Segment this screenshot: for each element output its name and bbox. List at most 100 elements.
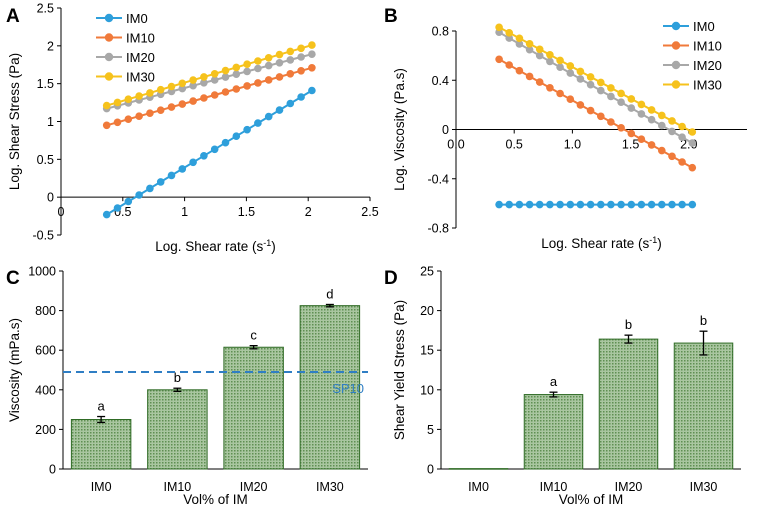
data-point-im0	[210, 145, 219, 154]
data-point-im20	[678, 133, 686, 141]
data-point-im10	[556, 89, 564, 98]
y-tick-label: 10	[420, 383, 434, 397]
data-point-im0	[102, 210, 111, 219]
data-point-im30	[221, 66, 230, 75]
data-point-im10	[297, 67, 305, 75]
data-point-im30	[607, 84, 615, 92]
x-tick-label: 1.5	[622, 138, 639, 152]
panel-b-letter: B	[384, 6, 398, 27]
x-tick-label: 0.0	[447, 138, 464, 152]
data-point-im0	[678, 200, 686, 209]
data-point-im10	[586, 106, 595, 115]
data-point-im30	[678, 122, 686, 131]
data-point-im30	[647, 106, 656, 114]
data-point-im0	[178, 165, 187, 173]
data-point-im20	[576, 75, 585, 83]
data-point-im10	[113, 118, 122, 127]
legend-label-im20: IM20	[693, 58, 722, 73]
data-point-im0	[135, 191, 143, 199]
data-point-im10	[495, 55, 503, 64]
data-point-im0	[286, 99, 295, 108]
significance-letter: a	[550, 374, 558, 389]
data-point-im0	[607, 200, 615, 209]
data-point-im30	[637, 100, 646, 109]
data-point-im10	[535, 78, 544, 86]
y-tick-label: -0.4	[427, 172, 449, 186]
y-tick-label: 0.5	[37, 153, 54, 167]
data-point-im0	[535, 200, 544, 209]
data-point-im10	[515, 66, 524, 75]
data-point-im0	[495, 200, 503, 209]
data-point-im10	[146, 109, 154, 117]
data-point-im0	[627, 200, 636, 209]
x-tick-label: IM10	[163, 480, 191, 494]
data-point-im20	[525, 45, 534, 54]
data-point-im10	[647, 141, 656, 149]
y-tick-label: -0.8	[427, 222, 449, 236]
y-tick-label: 2	[47, 39, 54, 53]
x-tick-label: 1.0	[564, 138, 581, 152]
data-point-im20	[178, 84, 187, 93]
data-point-im10	[308, 64, 316, 72]
data-point-im10	[617, 124, 625, 132]
x-tick-label: IM20	[615, 480, 643, 494]
legend-label-im30: IM30	[126, 70, 155, 85]
data-point-im10	[627, 129, 636, 138]
data-point-im0	[647, 200, 656, 209]
panel-d-letter: D	[384, 268, 398, 289]
data-point-im10	[124, 115, 133, 123]
data-point-im30	[627, 95, 636, 103]
bar-im30	[299, 305, 361, 470]
x-tick-label: 2	[305, 205, 312, 219]
data-point-im10	[167, 103, 176, 111]
data-point-im20	[254, 64, 262, 73]
data-point-im30	[189, 76, 197, 84]
legend-label-im10: IM10	[693, 39, 722, 54]
data-point-im30	[658, 111, 666, 120]
data-point-im10	[607, 118, 615, 126]
data-point-im20	[200, 79, 208, 87]
y-axis-label: Log. Viscosity (Pa.s)	[392, 68, 407, 191]
legend-marker-im0	[104, 13, 114, 23]
legend-label-im20: IM20	[126, 50, 155, 65]
x-tick-label: 0	[58, 205, 65, 219]
data-point-im0	[658, 200, 666, 209]
data-point-im10	[135, 112, 143, 120]
data-point-im30	[515, 34, 524, 43]
data-point-im30	[668, 117, 676, 125]
significance-letter: b	[174, 370, 181, 385]
data-point-im20	[566, 69, 575, 77]
legend-marker-im0	[671, 21, 681, 31]
y-tick-label: 200	[35, 423, 56, 437]
data-point-im30	[597, 78, 605, 87]
data-point-im10	[189, 97, 197, 105]
data-point-im0	[243, 125, 251, 134]
data-point-im0	[586, 200, 595, 209]
significance-letter: a	[98, 399, 106, 414]
y-tick-label: 0.8	[432, 25, 449, 39]
x-axis-label: Vol% of IM	[559, 492, 624, 507]
data-point-im0	[113, 204, 122, 212]
data-point-im20	[232, 70, 241, 78]
x-tick-label: IM30	[690, 480, 718, 494]
legend-marker-im20	[671, 60, 681, 70]
y-tick-label: 20	[420, 304, 434, 318]
bar-im10	[147, 389, 208, 470]
data-point-im10	[243, 82, 251, 90]
data-point-im10	[566, 95, 575, 103]
data-point-im30	[617, 89, 625, 98]
data-point-im0	[688, 200, 697, 209]
data-point-im20	[597, 86, 605, 95]
data-point-im20	[668, 127, 676, 136]
legend-marker-im30	[671, 80, 681, 89]
data-point-im30	[495, 23, 503, 32]
y-tick-label: 25	[420, 265, 434, 279]
data-point-im0	[617, 200, 625, 209]
data-point-im0	[308, 86, 316, 95]
data-point-im10	[254, 79, 262, 87]
x-tick-label: IM0	[468, 480, 489, 494]
y-tick-label: 0	[49, 463, 56, 477]
data-point-im30	[586, 73, 595, 81]
